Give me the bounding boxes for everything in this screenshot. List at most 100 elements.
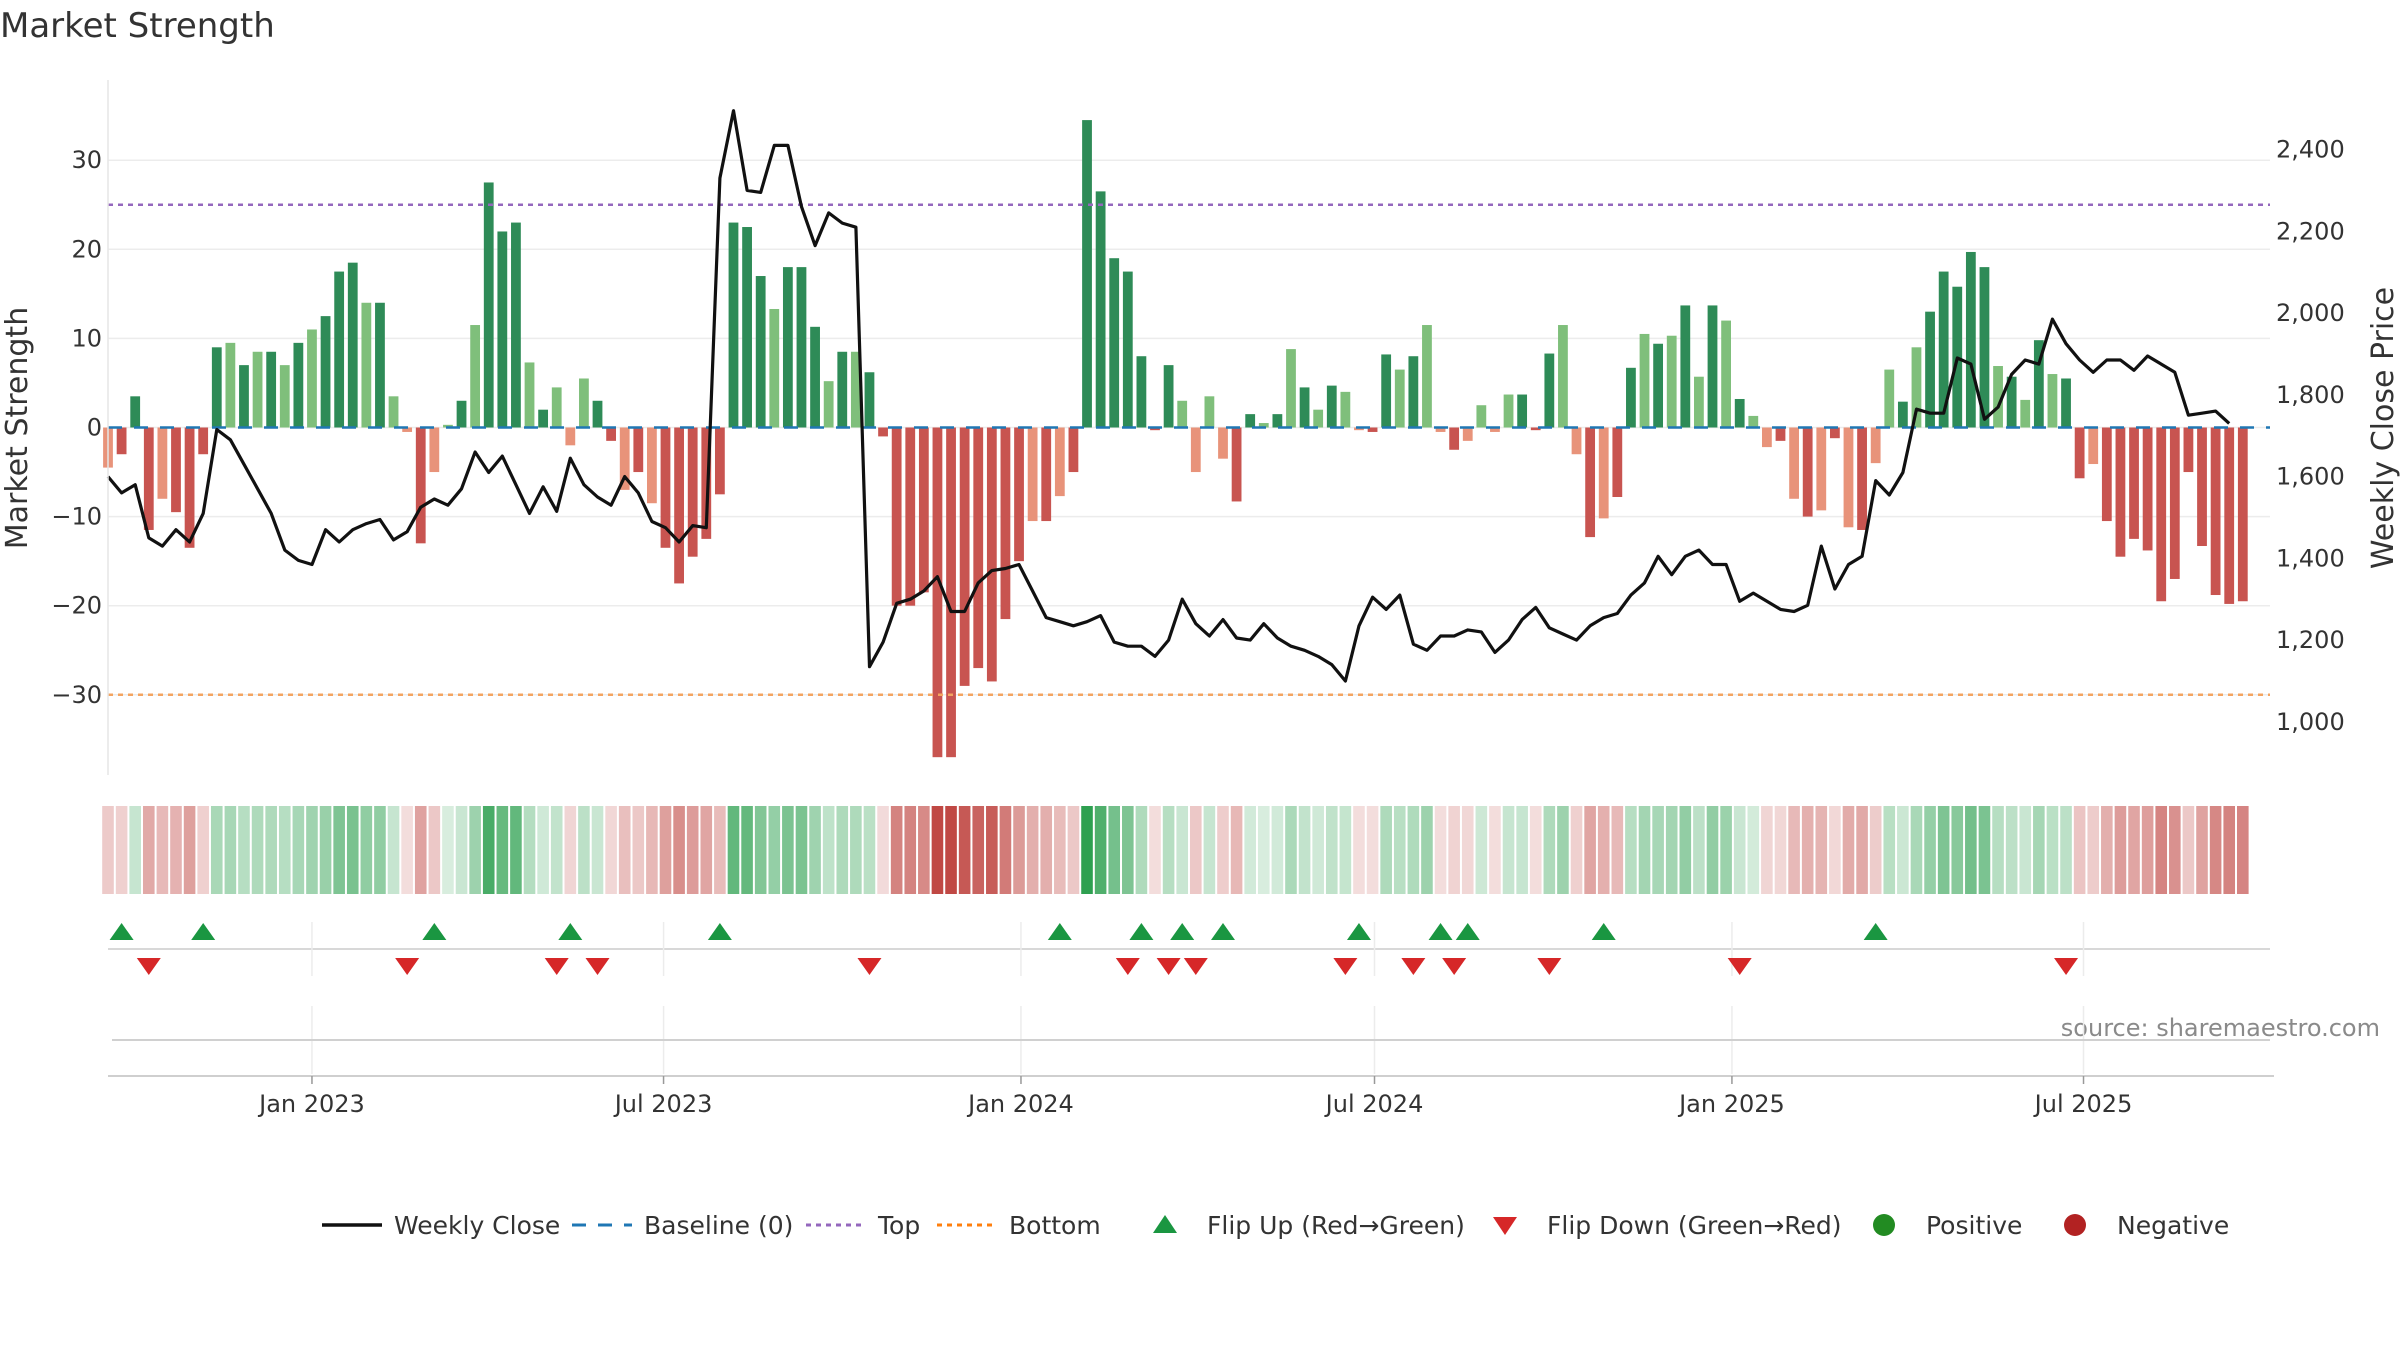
heat-cell — [1597, 806, 1610, 894]
strength-bar — [1136, 356, 1147, 428]
strength-bar — [184, 427, 195, 548]
strength-bar — [1517, 394, 1528, 428]
strength-bar — [1653, 343, 1664, 428]
heat-cell — [1788, 806, 1800, 894]
heat-cell — [863, 806, 876, 894]
heat-cell — [442, 806, 454, 894]
strength-bar — [2088, 427, 2099, 465]
heat-cell — [278, 806, 291, 894]
strength-bar — [1150, 427, 1160, 431]
flip-up-marker — [1210, 923, 1235, 940]
heat-cell — [510, 806, 522, 894]
strength-bar — [1571, 427, 1582, 455]
strength-bar — [1449, 427, 1460, 450]
strength-bar — [1490, 427, 1500, 432]
strength-bar — [1748, 415, 1759, 428]
strength-bar — [2033, 340, 2044, 428]
strength-bar — [388, 396, 399, 428]
strength-bar — [932, 427, 943, 758]
strength-bar — [1286, 349, 1296, 428]
strength-bar — [1694, 376, 1704, 428]
flip-down-marker — [1156, 958, 1181, 975]
bars-layer — [103, 120, 2248, 758]
legend-label: Negative — [2117, 1211, 2229, 1240]
heat-cell — [1380, 806, 1392, 894]
strength-bar — [1585, 427, 1596, 538]
chart-title: Market Strength — [0, 6, 275, 46]
heat-cell — [496, 806, 509, 894]
strength-bar — [1721, 320, 1731, 428]
legend-item: Positive — [1873, 1211, 2022, 1240]
strength-bar — [2074, 427, 2085, 479]
strength-bar — [619, 427, 630, 490]
strength-bar — [823, 381, 834, 428]
heat-cell — [1978, 806, 1991, 894]
heat-cell — [1937, 806, 1950, 894]
legend-swatch-circle — [1873, 1214, 1895, 1236]
heat-cell — [1461, 806, 1474, 894]
strength-bar — [116, 427, 127, 455]
heat-cell — [1203, 806, 1216, 894]
strength-bar — [198, 427, 209, 455]
strength-bar — [415, 427, 426, 544]
strength-bar — [1054, 427, 1065, 497]
strength-bar — [1408, 356, 1419, 428]
strength-bar — [2197, 427, 2207, 547]
strength-bar — [1163, 365, 1174, 428]
strength-bar — [470, 325, 481, 428]
strength-bar — [1707, 305, 1718, 428]
heat-cell — [1230, 806, 1243, 894]
strength-bar — [1476, 405, 1487, 428]
flip-up-marker — [191, 923, 216, 940]
strength-bar — [375, 302, 385, 428]
legend-item: Top — [806, 1211, 920, 1240]
heat-cell — [523, 806, 536, 894]
heat-cell — [632, 806, 645, 894]
strength-bar — [2210, 427, 2221, 596]
heat-cell — [1393, 806, 1406, 894]
legend-label: Flip Up (Red→Green) — [1207, 1211, 1465, 1240]
strength-bar — [1802, 427, 1813, 517]
y-right-tick-label: 1,400 — [2276, 544, 2345, 572]
heat-cell — [646, 806, 658, 894]
heat-cell — [1856, 806, 1868, 894]
heat-cell — [1638, 806, 1651, 894]
strength-bar — [1245, 414, 1256, 428]
heat-cell — [550, 806, 563, 894]
heat-cell — [224, 806, 237, 894]
heat-cell — [741, 806, 753, 894]
heat-cell — [1434, 806, 1447, 894]
heat-cell — [1285, 806, 1297, 894]
flip-up-marker — [1129, 923, 1154, 940]
heat-cell — [782, 806, 794, 894]
strength-bar — [1530, 427, 1541, 431]
strength-bar — [483, 182, 494, 428]
heat-cell — [1353, 806, 1365, 894]
strength-bar — [1000, 427, 1011, 620]
heat-cell — [374, 806, 386, 894]
legend-label: Top — [877, 1211, 920, 1240]
heat-cell — [197, 806, 209, 894]
strength-bar — [1381, 354, 1392, 428]
strength-bar — [1299, 387, 1310, 428]
heat-cell — [414, 806, 427, 894]
heat-cell — [686, 806, 699, 894]
heat-cell — [129, 806, 141, 894]
strength-bar — [728, 222, 739, 428]
flip-up-marker — [1170, 923, 1195, 940]
reference-lines — [108, 203, 2270, 697]
heat-cell — [850, 806, 862, 894]
flip-down-marker — [395, 958, 420, 975]
strength-bar — [1884, 369, 1895, 428]
heat-cell — [1924, 806, 1936, 894]
flip-down-marker — [136, 958, 161, 975]
strength-bar — [239, 365, 249, 428]
heat-cell — [2128, 806, 2140, 894]
heat-cell — [931, 806, 944, 894]
strength-bar — [456, 400, 467, 428]
heat-cell — [1122, 806, 1134, 894]
heat-cell — [428, 806, 441, 894]
heat-cell — [564, 806, 577, 894]
strength-bar — [2142, 427, 2153, 551]
strength-bar — [1558, 325, 1568, 428]
